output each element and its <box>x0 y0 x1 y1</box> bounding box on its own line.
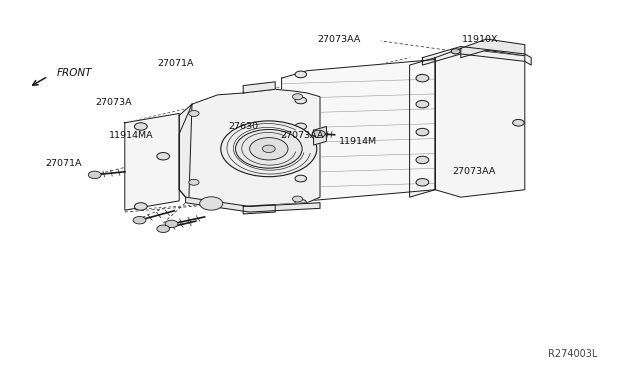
Text: R274003L: R274003L <box>548 349 598 359</box>
Circle shape <box>189 110 199 116</box>
Circle shape <box>295 123 307 130</box>
Circle shape <box>236 129 302 168</box>
Text: 11914MA: 11914MA <box>109 131 154 140</box>
Circle shape <box>295 149 307 156</box>
Text: 27630: 27630 <box>228 122 259 131</box>
Circle shape <box>513 119 524 126</box>
Circle shape <box>88 171 101 179</box>
Circle shape <box>250 138 288 160</box>
Polygon shape <box>186 197 320 212</box>
Circle shape <box>416 156 429 164</box>
Polygon shape <box>435 48 525 197</box>
Circle shape <box>133 217 146 224</box>
Circle shape <box>416 74 429 82</box>
Circle shape <box>295 175 307 182</box>
Polygon shape <box>179 89 320 206</box>
Circle shape <box>292 94 303 100</box>
Text: 27073AA: 27073AA <box>452 167 495 176</box>
Text: 27071A: 27071A <box>157 59 195 68</box>
Circle shape <box>416 100 429 108</box>
Polygon shape <box>179 104 192 201</box>
Circle shape <box>221 121 317 177</box>
Text: 27073AA: 27073AA <box>317 35 361 44</box>
Polygon shape <box>243 205 275 214</box>
Circle shape <box>262 145 275 153</box>
Text: 27073A: 27073A <box>95 98 132 107</box>
Polygon shape <box>125 113 179 210</box>
Text: 11914M: 11914M <box>339 137 378 146</box>
Circle shape <box>451 49 460 54</box>
Polygon shape <box>314 126 326 145</box>
Polygon shape <box>410 58 435 197</box>
Circle shape <box>295 97 307 104</box>
Circle shape <box>157 153 170 160</box>
Text: 27071A: 27071A <box>45 159 83 168</box>
Circle shape <box>165 220 178 228</box>
Circle shape <box>292 196 303 202</box>
Text: FRONT: FRONT <box>56 68 92 77</box>
Polygon shape <box>461 39 525 58</box>
Circle shape <box>416 179 429 186</box>
Circle shape <box>312 130 325 138</box>
Circle shape <box>134 203 147 210</box>
Circle shape <box>295 199 307 206</box>
Circle shape <box>134 123 147 130</box>
Text: 11910X: 11910X <box>461 35 499 44</box>
Polygon shape <box>282 60 435 208</box>
Polygon shape <box>243 82 275 93</box>
Circle shape <box>200 197 223 210</box>
Circle shape <box>416 128 429 136</box>
Circle shape <box>189 179 199 185</box>
Circle shape <box>157 225 170 232</box>
Polygon shape <box>422 46 531 65</box>
Text: 27073AA: 27073AA <box>280 131 324 140</box>
Circle shape <box>295 71 307 78</box>
